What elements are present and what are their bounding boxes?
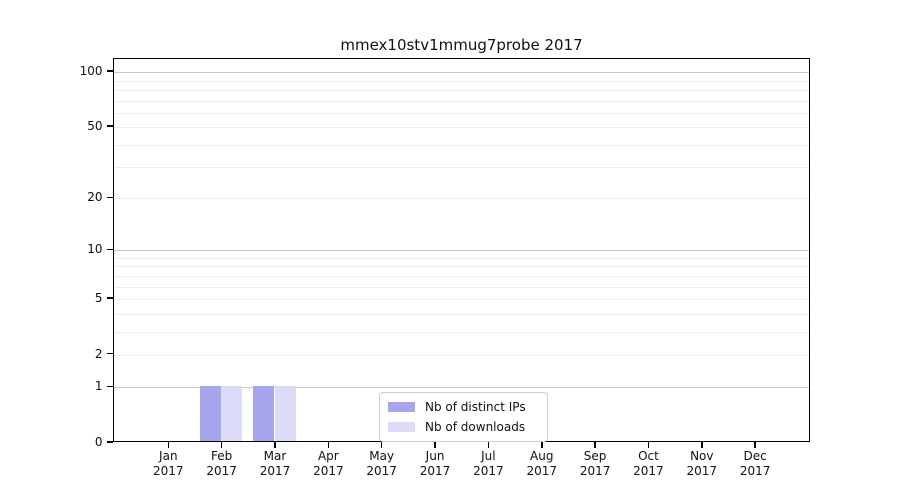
x-tick-year: 2017 bbox=[739, 464, 771, 478]
x-tick-label: Jun 2017 bbox=[400, 449, 470, 479]
x-tick-month: Mar bbox=[263, 449, 287, 463]
x-tick-year: 2017 bbox=[313, 464, 344, 478]
legend-label-distinct-ips: Nb of distinct IPs bbox=[425, 400, 526, 414]
bar-feb-downloads bbox=[221, 385, 243, 442]
x-tick-label: Sep 2017 bbox=[560, 449, 630, 479]
minor-gridline bbox=[114, 354, 809, 356]
x-tick-month: May bbox=[369, 449, 395, 463]
x-tick-year: 2017 bbox=[366, 464, 397, 478]
x-tick-year: 2017 bbox=[259, 464, 291, 478]
x-tick-label: Dec 2017 bbox=[720, 449, 790, 479]
x-tick-month: Aug bbox=[530, 449, 554, 463]
x-tick-year: 2017 bbox=[633, 464, 664, 478]
minor-gridline bbox=[114, 144, 809, 146]
legend-item-distinct-ips: Nb of distinct IPs bbox=[388, 399, 538, 415]
x-tick-label: Apr 2017 bbox=[293, 449, 363, 479]
x-tick-label: Oct 2017 bbox=[613, 449, 683, 479]
minor-gridline bbox=[114, 266, 809, 268]
minor-gridline bbox=[114, 127, 809, 129]
minor-gridline bbox=[114, 258, 809, 259]
x-tick-mark bbox=[487, 442, 490, 448]
x-tick-mark bbox=[647, 442, 650, 448]
y-tick-mark bbox=[106, 125, 113, 127]
x-tick-year: 2017 bbox=[526, 464, 558, 478]
y-tick-mark bbox=[106, 297, 113, 299]
x-tick-month: Nov bbox=[690, 449, 714, 463]
minor-gridline bbox=[114, 100, 809, 102]
y-tick-label: 5 bbox=[94, 291, 103, 306]
x-tick-label: Jul 2017 bbox=[453, 449, 523, 479]
major-gridline bbox=[114, 387, 809, 389]
x-tick-year: 2017 bbox=[153, 464, 184, 478]
bar-mar-downloads bbox=[274, 385, 296, 442]
x-tick-mark bbox=[594, 442, 596, 448]
y-tick-label: 1 bbox=[94, 379, 103, 394]
major-gridline bbox=[114, 72, 809, 74]
x-tick-label: Feb 2017 bbox=[187, 449, 257, 479]
legend-label-downloads: Nb of downloads bbox=[425, 420, 526, 434]
major-gridline bbox=[114, 250, 809, 252]
minor-gridline bbox=[114, 167, 809, 169]
y-tick-label: 0 bbox=[94, 435, 103, 449]
x-tick-month: Oct bbox=[638, 449, 659, 463]
y-tick-mark bbox=[106, 70, 113, 72]
y-tick-label: 2 bbox=[94, 346, 103, 361]
y-tick-mark bbox=[106, 385, 113, 388]
minor-gridline bbox=[114, 275, 809, 277]
chart-title: mmex10stv1mmug7probe 2017 bbox=[340, 36, 583, 54]
legend-item-downloads: Nb of downloads bbox=[388, 419, 538, 435]
x-tick-year: 2017 bbox=[419, 464, 451, 478]
minor-gridline bbox=[114, 299, 809, 301]
minor-gridline bbox=[114, 112, 809, 114]
x-tick-month: Dec bbox=[743, 449, 767, 463]
y-tick-label: 100 bbox=[79, 64, 103, 79]
x-tick-month: Jan bbox=[159, 449, 178, 463]
x-tick-label: Mar 2017 bbox=[240, 449, 310, 479]
x-tick-month: Feb bbox=[211, 449, 233, 463]
x-tick-year: 2017 bbox=[473, 464, 504, 478]
minor-gridline bbox=[114, 313, 809, 315]
x-tick-mark bbox=[274, 442, 276, 448]
x-tick-mark bbox=[754, 442, 756, 448]
x-tick-mark bbox=[434, 442, 436, 448]
y-tick-mark bbox=[106, 441, 113, 443]
x-tick-mark bbox=[380, 442, 383, 448]
minor-gridline bbox=[114, 89, 809, 91]
x-tick-label: May 2017 bbox=[347, 449, 417, 479]
x-tick-mark bbox=[167, 442, 170, 448]
y-tick-label: 50 bbox=[87, 119, 103, 134]
x-tick-mark bbox=[327, 442, 330, 448]
minor-gridline bbox=[114, 286, 809, 288]
y-tick-mark bbox=[106, 248, 113, 251]
legend-swatch-distinct-ips-icon bbox=[388, 402, 415, 412]
minor-gridline bbox=[114, 198, 809, 200]
bar-mar-distinct-ips bbox=[253, 385, 275, 442]
x-tick-month: Sep bbox=[583, 449, 607, 463]
x-tick-mark bbox=[701, 442, 703, 448]
x-tick-month: Jul bbox=[481, 449, 496, 463]
x-tick-label: Nov 2017 bbox=[667, 449, 737, 479]
x-tick-month: Jun bbox=[425, 449, 445, 463]
y-tick-mark bbox=[106, 196, 113, 199]
x-tick-year: 2017 bbox=[579, 464, 611, 478]
x-tick-label: Aug 2017 bbox=[507, 449, 577, 479]
bar-feb-distinct-ips bbox=[199, 385, 222, 442]
legend-swatch-downloads-icon bbox=[388, 422, 415, 432]
x-tick-year: 2017 bbox=[686, 464, 718, 478]
plot-area: Nb of distinct IPs Nb of downloads bbox=[113, 58, 810, 442]
y-tick-mark bbox=[106, 352, 113, 355]
x-tick-mark bbox=[220, 442, 223, 448]
x-tick-mark bbox=[541, 442, 543, 448]
x-tick-year: 2017 bbox=[206, 464, 237, 478]
y-tick-label: 10 bbox=[87, 242, 103, 257]
x-tick-label: Jan 2017 bbox=[133, 449, 203, 479]
minor-gridline bbox=[114, 80, 809, 82]
minor-gridline bbox=[114, 331, 809, 333]
x-tick-month: Apr bbox=[317, 449, 339, 463]
legend: Nb of distinct IPs Nb of downloads bbox=[379, 392, 548, 442]
y-tick-label: 20 bbox=[87, 190, 103, 205]
